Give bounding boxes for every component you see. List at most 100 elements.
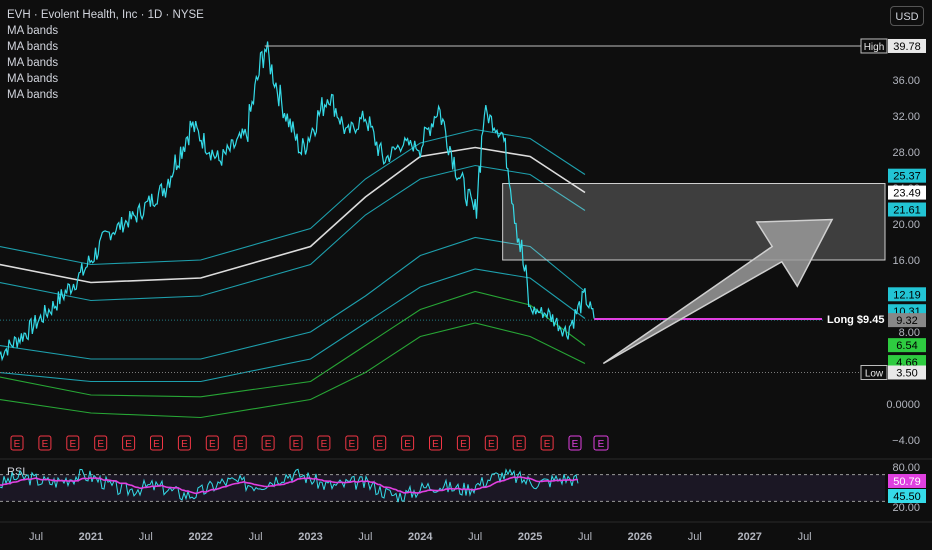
earnings-marker-label-16: E [432,439,439,450]
price-flag-value: 39.78 [893,41,921,53]
time-tick-label: Jul [358,531,372,543]
price-flag-value: 12.19 [893,289,921,301]
price-flag-prefix: High [864,42,885,53]
rsi-flag: 45.50 [893,491,921,503]
earnings-marker-label-7: E [181,439,188,450]
time-tick-label: 2024 [408,531,433,543]
symbol-title[interactable]: EVH · Evolent Health, Inc · 1D · NYSE [7,9,204,21]
earnings-marker-12 [317,435,331,451]
ma-bands-layer [0,128,586,419]
indicator-ma-bands-5[interactable]: MA bands [7,89,59,101]
ma-band-2-upper [0,236,586,360]
long-label-bg [823,310,885,327]
earnings-marker-label-12: E [321,439,328,450]
price-flag-bg [888,202,926,217]
price-tick-label: −4.00 [892,435,920,447]
earnings-marker-label-11: E [293,439,300,450]
earnings-marker-9 [233,435,247,451]
price-flag-prefix-bg [860,365,888,380]
rsi-ma-flag-bg [888,474,926,488]
earnings-marker-20 [540,435,554,451]
time-tick-label: 2022 [188,531,212,543]
earnings-marker-2 [38,435,52,451]
indicator-ma-bands-2[interactable]: MA bands [7,41,59,53]
earnings-marker-6 [150,435,163,451]
price-axis[interactable]: 40.0036.0032.0028.0024.0020.0016.0012.00… [860,38,926,514]
earnings-marker-19 [512,435,526,451]
earnings-marker-label-8: E [209,439,216,450]
rsi-ma-line [0,476,579,495]
earnings-marker-label-17: E [460,439,467,450]
target-arrow [602,218,834,365]
ma-band-2-lower [0,268,586,383]
rsi-band-fill [0,474,885,502]
earnings-marker-16 [429,435,442,451]
earnings-marker-label-21: E [572,439,579,450]
time-tick-label: Jul [29,531,43,543]
time-tick-label: Jul [249,531,263,543]
rsi-flag-bg [888,489,926,503]
price-tick-label: 32.00 [892,111,920,123]
price-flag-bg [888,338,926,353]
earnings-marker-8 [205,435,219,451]
earnings-marker-label-10: E [265,439,272,450]
price-flag-bg [888,365,926,380]
earnings-marker-label-13: E [348,439,355,450]
currency-button[interactable]: USD [890,6,924,26]
price-flag-value: 3.50 [896,368,917,380]
earnings-marker-1 [10,435,24,451]
price-flag-prefix: Low [865,369,884,380]
annotation-layer: Long $9.45 [0,45,885,373]
earnings-marker-5 [122,435,136,451]
price-layer [0,41,595,362]
indicator-ma-bands-3[interactable]: MA bands [7,57,59,69]
long-label: Long $9.45 [827,314,884,326]
earnings-marker-14 [373,435,387,451]
earnings-marker-label-19: E [516,439,523,450]
earnings-marker-13 [345,435,359,451]
earnings-marker-label-4: E [97,439,104,450]
price-flag-value: 25.37 [893,171,921,183]
time-tick-label: 2026 [628,531,652,543]
rsi-ma-flag: 50.79 [893,476,921,488]
rsi-tick-label: 80.00 [892,462,920,474]
time-tick-label: Jul [578,531,592,543]
indicator-ma-bands-4[interactable]: MA bands [7,73,59,85]
price-flag-bg [888,38,926,53]
price-flag-bg [888,287,926,302]
earnings-marker-label-3: E [69,439,76,450]
earnings-marker-10 [261,435,275,451]
rsi-pane: RSI [0,458,932,503]
earnings-marker-7 [177,435,191,451]
time-axis[interactable]: Jul 2021 Jul 2022 Jul 2023 Jul 2024 Jul 2025 Jul 20… [0,521,932,543]
rsi-tick-label: 20.00 [892,502,920,514]
earnings-marker-4 [94,435,108,451]
earnings-marker-label-20: E [544,439,551,450]
price-flag-bg [888,168,926,183]
indicator-ma-bands-1[interactable]: MA bands [7,25,59,37]
price-flag-value: 6.54 [896,340,917,352]
earnings-marker-label-18: E [488,439,495,450]
earnings-marker-label-2: E [42,439,49,450]
earnings-marker-label-6: E [153,439,160,450]
earnings-marker-label-1: E [14,439,21,450]
price-tick-label: 36.00 [892,75,920,87]
price-tick-label: 28.00 [892,147,920,159]
chart-legend: EVH · Evolent Health, Inc · 1D · NYSE MA… [7,7,204,103]
time-tick-label: 2021 [79,531,103,543]
upcoming-earnings-marker [593,435,609,451]
earnings-marker-18 [484,435,498,451]
time-tick-label: 2023 [298,531,322,543]
earnings-marker-15 [401,435,415,451]
ma-band-1-upper [0,128,586,266]
price-tick-label: 8.00 [899,327,920,339]
price-flag-value: 9.32 [896,315,917,327]
time-tick-label: Jul [798,531,812,543]
ma-band-1-mid [0,146,586,284]
earnings-marker-label-9: E [237,439,244,450]
price-flag-value: 23.49 [893,188,921,200]
earnings-marker-17 [456,435,470,451]
